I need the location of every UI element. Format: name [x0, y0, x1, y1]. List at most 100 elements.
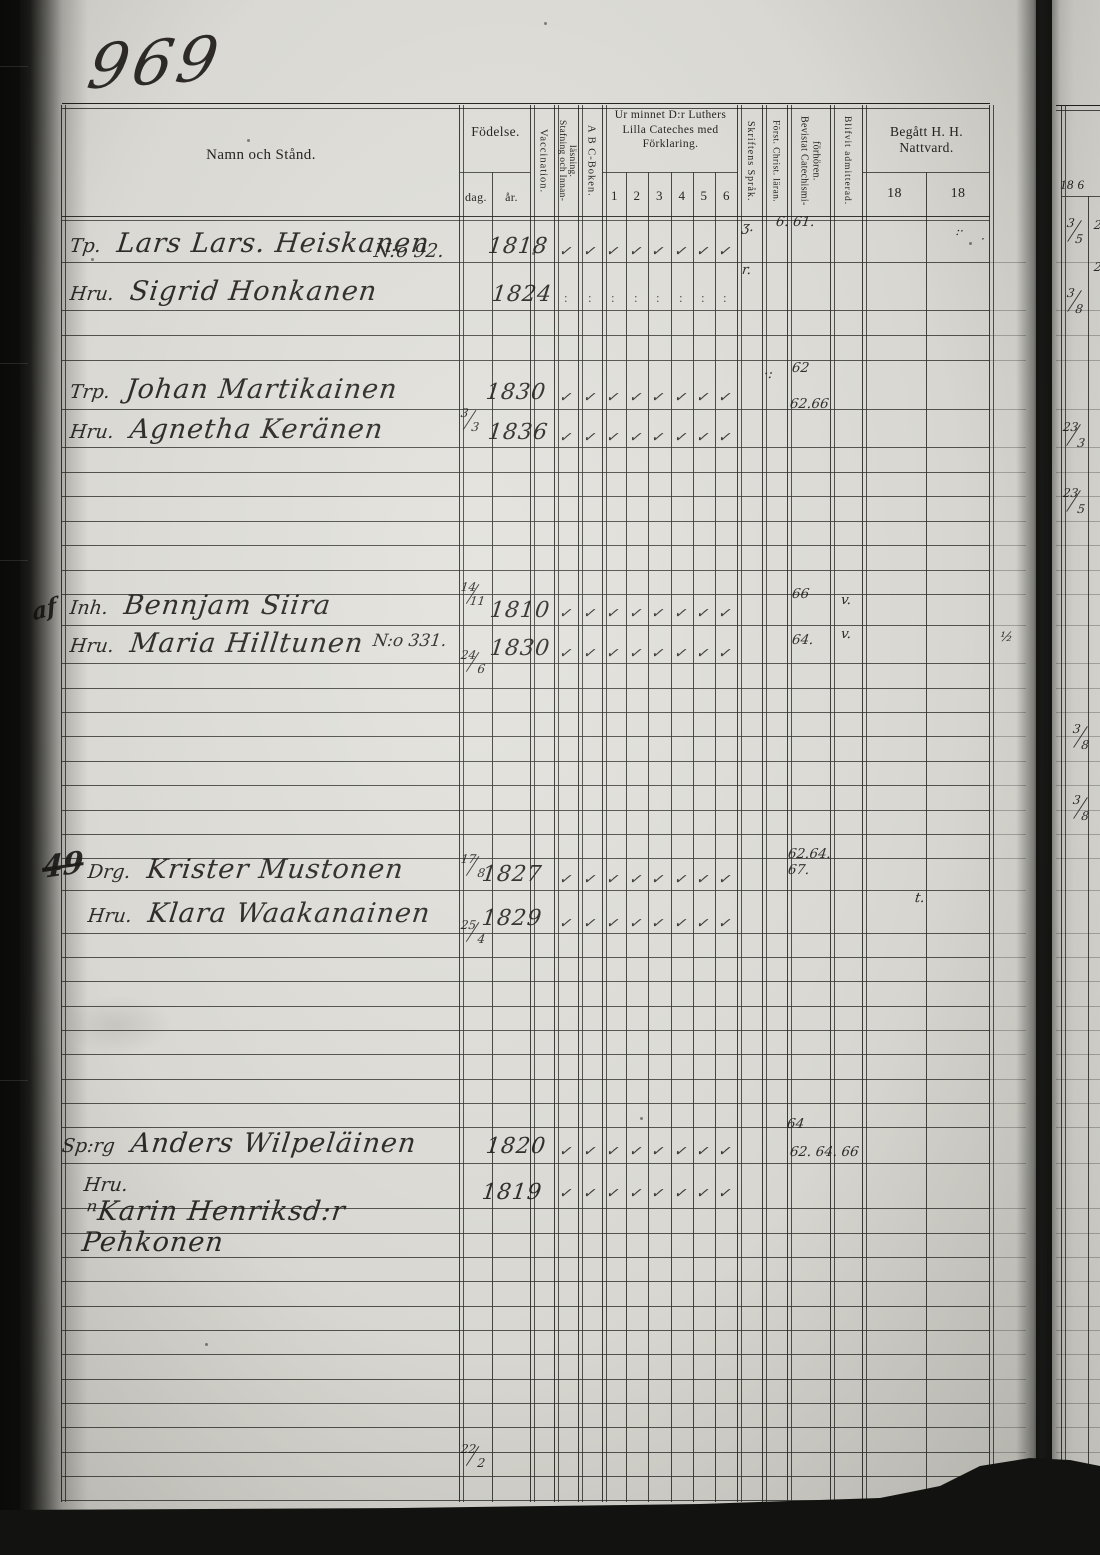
table-hline-margin [990, 1079, 1026, 1080]
table-header-bottom-border [62, 216, 990, 221]
table-vline [693, 172, 695, 1502]
row-title-prefix: Inh. [68, 597, 110, 619]
table-hline [62, 447, 990, 449]
catechism-annotation: 66 [791, 586, 811, 602]
table-hline-margin [990, 594, 1026, 595]
ink-speck [247, 139, 250, 142]
table-hline-margin [990, 310, 1026, 311]
table-hline-margin [990, 335, 1026, 336]
table-hline-margin [990, 890, 1026, 891]
margin-mark: 49 [41, 844, 85, 887]
binding-line-trace [0, 560, 28, 561]
table-row: Sp:rg Anders Wilpeläinen [61, 1128, 462, 1168]
neighbor-hline [1056, 957, 1100, 958]
neighbor-hline [1056, 1054, 1100, 1055]
table-row: Drg. Krister Mustonen [86, 854, 488, 894]
col-catechism-part-label: 5 [700, 188, 708, 203]
row-title-prefix: Hru. [86, 905, 134, 927]
table-hline [62, 1281, 990, 1283]
table-hline [62, 688, 990, 690]
col-catechism-part-label: 6 [723, 188, 730, 203]
binding-line-trace [0, 66, 28, 67]
dot-mark: : [701, 290, 705, 305]
dot-mark: : [679, 290, 683, 305]
table-hline-margin [990, 981, 1026, 982]
col-birthyear-label: år. [505, 190, 518, 204]
neighbor-hline [1056, 858, 1100, 859]
table-hline-margin [990, 957, 1026, 958]
table-vline [602, 105, 607, 1502]
ink-speck [91, 258, 94, 261]
birth-year: 1830 [488, 636, 552, 661]
table-hline [62, 1006, 990, 1008]
row-person-name: Bennjam Siira [122, 590, 333, 621]
col-catechism-part-label: 1 [611, 188, 618, 203]
table-vline [626, 172, 628, 1502]
table-hline-margin [990, 663, 1026, 664]
table-row: Hru. Maria Hilltunen N:o 331. [69, 628, 470, 668]
table-hline [62, 1257, 990, 1259]
table-hline [62, 1054, 990, 1056]
ink-speck [532, 252, 535, 255]
row-title-prefix: Drg. [86, 861, 132, 883]
table-hline [62, 1306, 990, 1308]
ink-speck [640, 1117, 643, 1120]
fraction-denominator: 11 [468, 594, 486, 608]
table-vline [989, 105, 994, 1502]
neighbor-hline [1056, 625, 1100, 626]
binding-line-trace [0, 363, 28, 364]
neighbor-hline [1056, 1379, 1100, 1380]
table-vline [459, 105, 464, 1502]
table-hline [62, 810, 990, 812]
table-row: Trp. Johan Martikainen [69, 374, 470, 414]
col-catechism-group-label: Ur minnet D:r Luthers Lilla Cateches med… [614, 109, 727, 150]
dot-mark: : [611, 290, 615, 305]
table-vline [762, 105, 767, 1502]
table-hline-margin [990, 834, 1026, 835]
neighbor-vline [1061, 106, 1066, 1470]
page-number: 969 [82, 21, 228, 104]
row-title-prefix: Hru. [68, 421, 116, 443]
table-hline-margin [990, 1208, 1026, 1209]
table-hline [62, 981, 990, 983]
neighbor-hline [1056, 785, 1100, 786]
table-hline [62, 1330, 990, 1332]
table-hline-margin [990, 761, 1026, 762]
table-hline [62, 834, 990, 836]
neighbor-hline [1056, 1427, 1100, 1428]
table-hline [62, 521, 990, 523]
neighbor-hline [1056, 1079, 1100, 1080]
neighbor-hline [1056, 1257, 1100, 1258]
birth-year: 1810 [488, 598, 552, 623]
table-hline-margin [990, 810, 1026, 811]
table-hline [62, 625, 990, 627]
table-hline [62, 1452, 990, 1454]
fraction-numerator: 3 [1066, 286, 1076, 300]
row-person-name: Johan Martikainen [124, 374, 400, 405]
table-hline-margin [990, 933, 1026, 934]
catechism-annotation: 62.64. [787, 846, 832, 862]
neighbor-year-header: 18 6 [1060, 177, 1085, 192]
catechism-annotation: r. [741, 262, 753, 278]
row-person-name: Krister Mustonen [144, 854, 406, 885]
neighbor-top-border [1056, 105, 1100, 111]
neighbor-hline [1056, 1208, 1100, 1209]
table-hline-margin [990, 688, 1026, 689]
col-christian-doctrine-label: Först. Christ. läran. [770, 119, 781, 203]
col-communion-year-label: 18 [950, 186, 966, 201]
birth-year: 1820 [484, 1134, 548, 1159]
table-hline [62, 360, 990, 362]
neighbor-hline [1056, 1403, 1100, 1404]
table-row: Hru. Klara Waakanainen [86, 898, 488, 938]
ink-speck [969, 242, 972, 245]
fraction-numerator: 3 [1066, 216, 1076, 230]
fraction-numerator: 3 [1072, 793, 1082, 807]
neighbor-hline [1056, 521, 1100, 522]
neighbor-hline [1056, 1452, 1100, 1453]
neighbor-hline [1062, 196, 1100, 198]
table-vline [61, 105, 66, 1502]
birth-day-fraction: 22 2 [458, 1442, 487, 1470]
table-header-divider [863, 172, 990, 174]
table-vline [648, 172, 650, 1502]
catechism-annotation: 64. [791, 632, 815, 648]
